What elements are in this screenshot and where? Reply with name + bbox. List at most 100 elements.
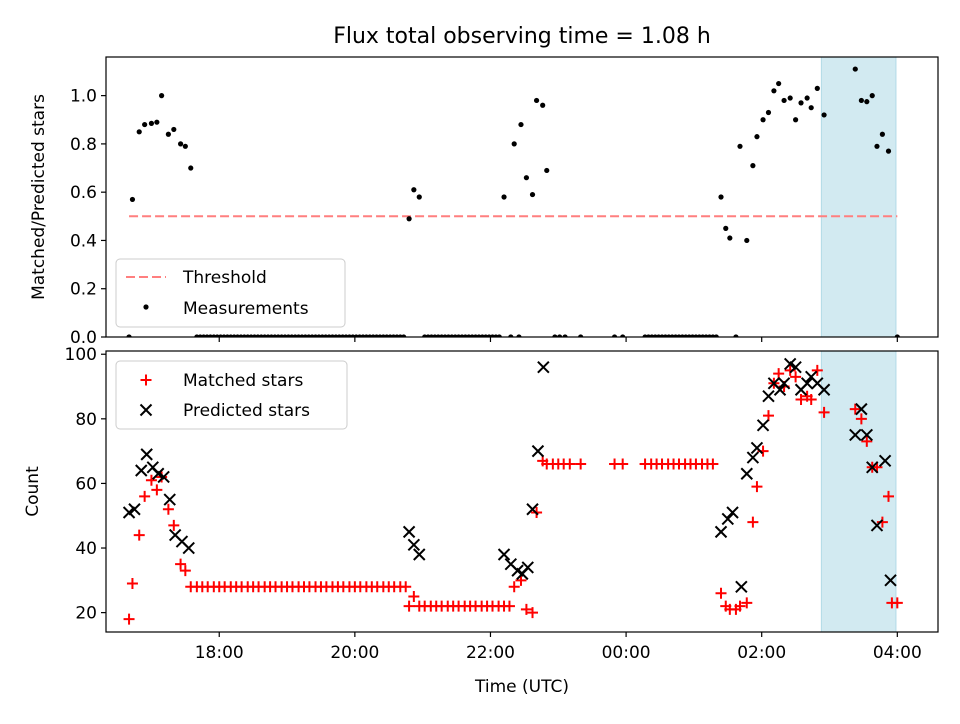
data-point: [496, 334, 502, 337]
x-axis-label: Time (UTC): [474, 677, 569, 697]
data-point: [771, 88, 777, 94]
bottom-panel: 20 40 60 80 100 18:00 20:00 22:00 00:00 02:00 04:0…: [23, 345, 939, 697]
data-point: [762, 390, 775, 403]
data-point: [126, 334, 132, 337]
y-tick-label: 0.4: [70, 231, 97, 251]
data-point: [821, 112, 827, 118]
data-point: [878, 454, 892, 468]
data-point: [894, 334, 900, 337]
data-point: [564, 458, 576, 470]
data-point: [860, 428, 874, 442]
data-point: [611, 334, 618, 337]
data-point: [177, 141, 184, 147]
data-point: [508, 334, 514, 337]
data-point: [129, 196, 136, 203]
plot-area: [126, 57, 900, 337]
data-point: [402, 525, 416, 539]
data-point: [883, 490, 894, 502]
y-axis-label: Count: [23, 466, 43, 517]
data-point: [879, 131, 885, 137]
y-tick-label: 40: [75, 539, 97, 559]
data-point: [741, 597, 753, 609]
legend-measurements-label: Measurements: [183, 299, 309, 319]
data-point: [407, 538, 421, 552]
data-point: [773, 383, 787, 396]
y-tick-label: 60: [75, 474, 97, 494]
data-point: [721, 512, 735, 526]
data-point: [861, 435, 873, 447]
axes-frame: [105, 350, 939, 633]
legend-measurements-swatch: [143, 304, 149, 310]
data-point: [746, 451, 760, 464]
data-point: [849, 403, 861, 415]
top-panel: 0.0 0.2 0.4 0.6 0.8 1.0 Matched/Predicted star…: [29, 56, 939, 348]
data-point: [620, 334, 626, 337]
data-point: [540, 102, 546, 108]
data-point: [135, 464, 148, 477]
data-point: [744, 237, 750, 244]
data-point: [885, 148, 892, 154]
legend-matched-swatch: [140, 374, 152, 386]
data-point: [754, 134, 760, 140]
axes-frame: [105, 56, 939, 338]
data-point: [787, 95, 793, 101]
series-predicted-stars: [122, 357, 897, 593]
y-tick-label: 100: [65, 345, 97, 365]
legend-matched-label: Matched stars: [183, 371, 303, 391]
data-point: [858, 97, 864, 104]
observing-window-band: [820, 351, 897, 632]
data-point: [529, 191, 536, 198]
data-point: [142, 121, 148, 128]
data-point: [413, 548, 426, 561]
data-point: [715, 587, 727, 599]
data-point: [750, 163, 756, 169]
data-point: [781, 97, 787, 104]
data-point: [501, 194, 507, 200]
data-point: [145, 474, 157, 486]
data-point: [760, 117, 766, 123]
data-point: [168, 519, 180, 531]
series-measurements: [126, 66, 900, 337]
data-point: [707, 458, 719, 470]
data-point: [188, 165, 194, 171]
data-point: [713, 334, 719, 337]
data-point: [723, 225, 729, 231]
data-point: [139, 490, 151, 502]
data-point: [531, 444, 545, 458]
data-point: [151, 484, 163, 496]
data-point: [406, 216, 412, 222]
data-point: [869, 93, 875, 99]
x-tick-label: 20:00: [330, 643, 379, 663]
data-point: [136, 129, 142, 135]
data-point: [578, 334, 584, 337]
data-point: [526, 503, 539, 516]
data-point: [515, 574, 527, 586]
data-point: [133, 529, 145, 541]
data-point: [516, 334, 522, 337]
data-point: [747, 516, 759, 528]
y-tick-label: 0.6: [70, 183, 97, 203]
data-point: [537, 360, 550, 374]
data-point: [735, 580, 748, 593]
data-point: [762, 410, 774, 422]
data-point: [401, 334, 407, 337]
data-point: [148, 120, 155, 126]
y-tick-label: 0.8: [70, 135, 97, 155]
data-point: [800, 377, 814, 390]
legend-box: [115, 258, 346, 328]
data-point: [523, 175, 530, 181]
legend-predicted-swatch: [139, 403, 153, 417]
data-point: [789, 360, 802, 374]
data-point: [520, 603, 532, 615]
y-tick-label: 1.0: [70, 87, 97, 107]
data-point: [805, 393, 817, 405]
data-point: [790, 371, 802, 383]
data-point: [544, 167, 550, 174]
data-point: [400, 581, 412, 593]
legend: Matched stars Predicted stars: [115, 360, 348, 430]
data-point: [171, 126, 177, 133]
data-point: [756, 419, 770, 432]
data-point: [795, 393, 807, 405]
